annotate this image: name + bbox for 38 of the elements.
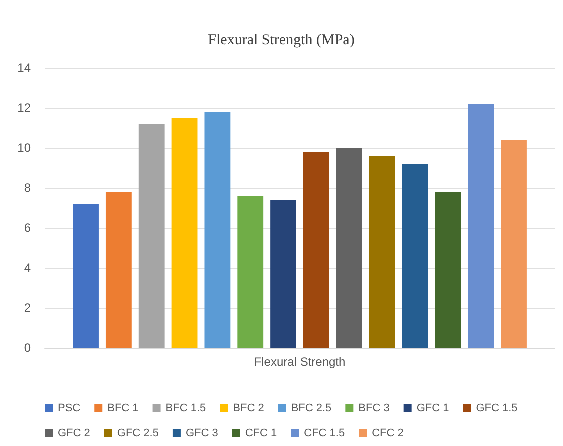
legend-label: BFC 2 — [233, 402, 264, 414]
legend-label: BFC 1.5 — [166, 402, 206, 414]
legend-label: GFC 2 — [58, 428, 90, 440]
legend-label: GFC 1 — [416, 402, 450, 414]
y-tick-label: 10 — [18, 141, 32, 155]
x-tick-label: Flexural Strength — [254, 355, 346, 369]
bar — [106, 192, 132, 348]
bar — [435, 192, 462, 348]
bar — [138, 124, 165, 348]
legend-label: BFC 2.5 — [291, 402, 332, 414]
legend-label: GFC 3 — [186, 428, 218, 440]
bar — [402, 164, 428, 348]
y-tick-label: 8 — [24, 181, 32, 195]
y-tick-label: 0 — [24, 341, 32, 355]
legend-label: PSC — [58, 402, 81, 414]
y-tick-label: 4 — [24, 261, 32, 275]
bar — [369, 156, 396, 348]
bar — [238, 196, 264, 348]
bar — [501, 140, 527, 348]
y-tick-label: 2 — [24, 301, 32, 315]
bar — [204, 112, 231, 348]
legend-label: CFC 2 — [372, 428, 404, 440]
legend-label: BFC 1 — [108, 402, 139, 414]
bar — [73, 204, 99, 348]
bar — [270, 200, 296, 348]
y-tick-label: 12 — [18, 101, 32, 115]
bar — [304, 152, 330, 348]
legend-label: CFC 1.5 — [304, 428, 346, 440]
legend-label: GFC 1.5 — [476, 402, 518, 414]
bar — [172, 118, 198, 348]
y-tick-label: 6 — [24, 221, 32, 235]
bar — [336, 148, 362, 348]
legend-label: GFC 2.5 — [117, 428, 159, 440]
bar — [468, 104, 494, 348]
legend-label: BFC 3 — [358, 402, 390, 414]
legend-label: CFC 1 — [245, 428, 278, 440]
chart-title: Flexural Strength (MPa) — [208, 32, 355, 48]
y-tick-label: 14 — [18, 61, 32, 75]
